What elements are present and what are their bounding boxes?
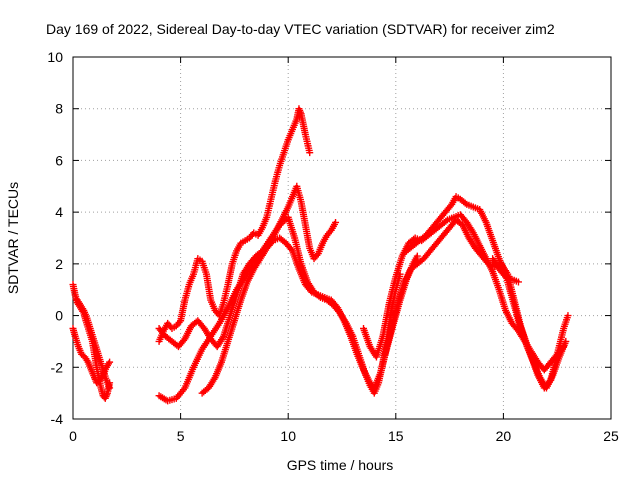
grid-lines: [73, 57, 611, 419]
data-point: [564, 312, 572, 320]
y-tick-label: 4: [55, 204, 63, 220]
x-tick-label: 20: [496, 428, 512, 444]
series-trace-k: [489, 255, 522, 286]
series-trace-d: [155, 105, 314, 345]
y-tick-label: 6: [55, 152, 63, 168]
x-tick-label: 0: [69, 428, 77, 444]
x-tick-label: 25: [603, 428, 619, 444]
data-point: [287, 245, 295, 253]
series-trace-e: [155, 182, 340, 351]
data-point: [545, 378, 553, 386]
plot-frame: [72, 56, 612, 420]
y-tick-label: 0: [55, 308, 63, 324]
y-tick-label: 10: [47, 49, 63, 65]
series-trace-j: [403, 193, 572, 392]
data-point: [413, 252, 421, 260]
chart-title: Day 169 of 2022, Sidereal Day-to-day VTE…: [46, 21, 555, 37]
y-tick-label: -2: [51, 359, 64, 375]
data-point: [461, 199, 469, 207]
y-tick-label: 2: [55, 256, 63, 272]
data-point: [332, 218, 340, 226]
x-axis-title: GPS time / hours: [287, 457, 394, 473]
data-point: [306, 149, 314, 157]
data-marks: [69, 105, 572, 405]
y-tick-label: 8: [55, 101, 63, 117]
axis-ticks: 0 5 10 15 20 25 -4 -2 0 2 4 6 8 10: [47, 49, 619, 444]
data-point: [106, 384, 114, 392]
x-tick-label: 15: [388, 428, 404, 444]
data-point: [442, 217, 450, 225]
x-tick-label: 10: [280, 428, 296, 444]
x-tick-label: 5: [177, 428, 185, 444]
series-trace-h: [360, 211, 568, 374]
data-point: [514, 278, 522, 286]
y-axis-title: SDTVAR / TECUs: [5, 182, 21, 294]
y-tick-label: -4: [51, 411, 64, 427]
data-point: [106, 358, 114, 366]
series-trace-c: [73, 296, 114, 392]
